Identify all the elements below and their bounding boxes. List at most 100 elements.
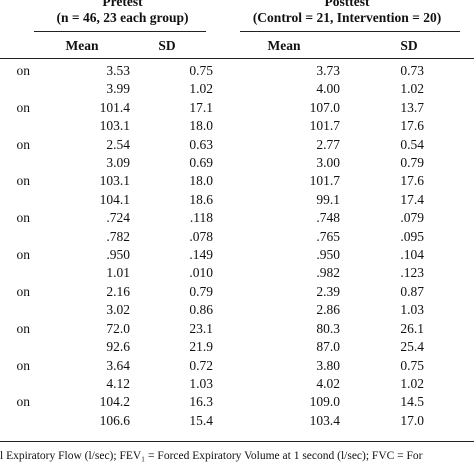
table-row: on 3.53 0.75 3.73 0.73 bbox=[0, 62, 474, 80]
table-row: on .950 .149 .950 .104 bbox=[0, 246, 474, 264]
posttest-mean-cell: 99.1 bbox=[316, 191, 340, 207]
posttest-sd-cell: .104 bbox=[400, 247, 424, 263]
spacer-cell bbox=[424, 264, 474, 282]
row-label bbox=[0, 228, 30, 246]
table-row: 3.02 0.86 2.86 1.03 bbox=[0, 301, 474, 319]
spacer-cell bbox=[424, 320, 474, 338]
posttest-mean-cell: 2.86 bbox=[316, 302, 340, 318]
posttest-sd-cell: 1.03 bbox=[400, 302, 424, 318]
pretest-sd-cell: 1.02 bbox=[189, 81, 213, 97]
pretest-sd-cell: .149 bbox=[189, 247, 213, 263]
row-label bbox=[0, 375, 30, 393]
footnote: l Expiratory Flow (l/sec); FEV₁ = Forced… bbox=[0, 450, 423, 462]
table-row: on 2.16 0.79 2.39 0.87 bbox=[0, 283, 474, 301]
pretest-sd-cell: 0.63 bbox=[189, 136, 213, 152]
data-table: on 3.53 0.75 3.73 0.73 3.99 1.02 4.00 1.02 on 101.… bbox=[0, 62, 474, 430]
pretest-sd-cell: 15.4 bbox=[189, 412, 213, 428]
row-label bbox=[0, 117, 30, 135]
pretest-sd-cell: 0.79 bbox=[189, 283, 213, 299]
pretest-mean-cell: .782 bbox=[106, 228, 130, 244]
spacer-cell bbox=[424, 172, 474, 190]
posttest-mean-cell: 3.73 bbox=[316, 63, 340, 78]
pretest-rule bbox=[34, 31, 206, 32]
posttest-sd-cell: 1.02 bbox=[400, 375, 424, 391]
posttest-sd-cell: 1.02 bbox=[400, 81, 424, 97]
pretest-mean-cell: 103.1 bbox=[99, 118, 130, 134]
pretest-mean-cell: 4.12 bbox=[106, 375, 130, 391]
row-label: on bbox=[16, 173, 31, 189]
row-label: on bbox=[16, 247, 31, 263]
pretest-mean-cell: 104.1 bbox=[99, 191, 130, 207]
row-label bbox=[0, 301, 30, 319]
table-row: on 101.4 17.1 107.0 13.7 bbox=[0, 99, 474, 117]
pretest-sd-cell: .010 bbox=[189, 265, 213, 281]
pretest-subtitle: (n = 46, 23 each group) bbox=[56, 10, 189, 25]
pretest-header: Pretest (n = 46, 23 each group) bbox=[30, 0, 215, 26]
table-row: 1.01 .010 .982 .123 bbox=[0, 264, 474, 282]
posttest-mean-cell: 3.00 bbox=[316, 155, 340, 171]
spacer-cell bbox=[424, 301, 474, 319]
table-row: 4.12 1.03 4.02 1.02 bbox=[0, 375, 474, 393]
spacer-cell bbox=[424, 117, 474, 135]
pretest-sd-cell: 0.86 bbox=[189, 302, 213, 318]
row-label bbox=[0, 154, 30, 172]
row-label bbox=[0, 80, 30, 98]
posttest-sd-cell: 17.0 bbox=[400, 412, 424, 428]
pretest-mean-cell: 2.16 bbox=[106, 283, 130, 299]
posttest-mean-cell: .748 bbox=[316, 210, 340, 226]
spacer-cell bbox=[424, 136, 474, 154]
col-header-pre-sd: SD bbox=[158, 38, 176, 53]
posttest-mean-cell: 2.39 bbox=[316, 283, 340, 299]
row-label: on bbox=[16, 283, 31, 299]
row-label: on bbox=[16, 99, 31, 115]
posttest-sd-cell: 14.5 bbox=[400, 394, 424, 410]
posttest-sd-cell: .095 bbox=[400, 228, 424, 244]
posttest-mean-cell: 109.0 bbox=[309, 394, 340, 410]
posttest-mean-cell: .765 bbox=[316, 228, 340, 244]
pretest-sd-cell: 0.75 bbox=[189, 63, 213, 78]
spacer-cell bbox=[424, 228, 474, 246]
col-header-post-sd: SD bbox=[400, 38, 418, 53]
posttest-sd-cell: 0.73 bbox=[400, 63, 424, 78]
spacer-cell bbox=[424, 80, 474, 98]
pretest-sd-cell: 21.9 bbox=[189, 339, 213, 355]
posttest-header: Posttest (Control = 21, Intervention = 2… bbox=[232, 0, 462, 26]
posttest-sd-cell: 17.6 bbox=[400, 173, 424, 189]
col-header-post-mean: Mean bbox=[267, 38, 301, 53]
pretest-title: Pretest bbox=[102, 0, 143, 9]
bottom-rule bbox=[0, 441, 474, 442]
spacer-cell bbox=[424, 357, 474, 375]
pretest-sd-cell: .118 bbox=[189, 210, 213, 226]
pretest-sd-cell: 0.72 bbox=[189, 357, 213, 373]
pretest-mean-cell: .950 bbox=[106, 247, 130, 263]
posttest-sd-cell: 26.1 bbox=[400, 320, 424, 336]
posttest-mean-cell: 3.80 bbox=[316, 357, 340, 373]
pretest-sd-cell: 0.69 bbox=[189, 155, 213, 171]
pretest-mean-cell: 3.99 bbox=[106, 81, 130, 97]
table-row: on 3.64 0.72 3.80 0.75 bbox=[0, 357, 474, 375]
posttest-mean-cell: 4.00 bbox=[316, 81, 340, 97]
posttest-sd-cell: .123 bbox=[400, 265, 424, 281]
table-row: 106.6 15.4 103.4 17.0 bbox=[0, 412, 474, 430]
pretest-mean-cell: 103.1 bbox=[99, 173, 130, 189]
table-row: 104.1 18.6 99.1 17.4 bbox=[0, 191, 474, 209]
pretest-mean-cell: 101.4 bbox=[99, 99, 130, 115]
row-label: on bbox=[16, 63, 31, 78]
table-row: on 104.2 16.3 109.0 14.5 bbox=[0, 393, 474, 411]
posttest-sd-cell: 17.6 bbox=[400, 118, 424, 134]
pretest-mean-cell: 2.54 bbox=[106, 136, 130, 152]
row-label: on bbox=[16, 136, 31, 152]
spacer-cell bbox=[424, 191, 474, 209]
pretest-mean-cell: 3.64 bbox=[106, 357, 130, 373]
pretest-mean-cell: 106.6 bbox=[99, 412, 130, 428]
spacer-cell bbox=[424, 62, 474, 80]
posttest-mean-cell: 2.77 bbox=[316, 136, 340, 152]
spacer-cell bbox=[424, 283, 474, 301]
pretest-mean-cell: 1.01 bbox=[106, 265, 130, 281]
posttest-sd-cell: 0.79 bbox=[400, 155, 424, 171]
posttest-mean-cell: 80.3 bbox=[316, 320, 340, 336]
posttest-rule bbox=[240, 31, 460, 32]
posttest-mean-cell: .950 bbox=[316, 247, 340, 263]
table-row: .782 .078 .765 .095 bbox=[0, 228, 474, 246]
